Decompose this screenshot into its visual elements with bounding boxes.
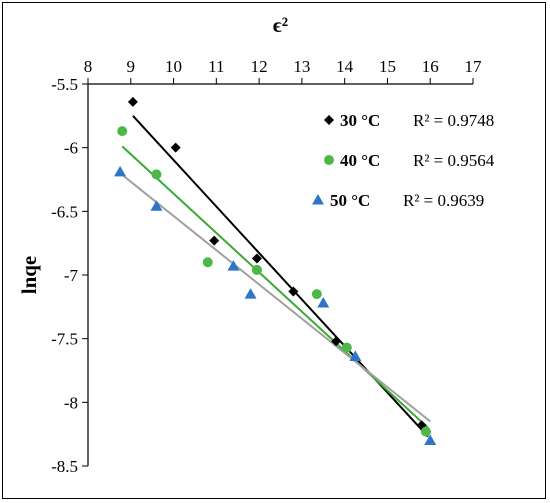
legend-r2-label: R² = 0.9748 [413, 111, 494, 130]
legend-marker-triangle [312, 194, 324, 205]
data-point-diamond [251, 253, 262, 264]
chart-frame [2, 2, 546, 499]
data-point-circle [251, 264, 262, 275]
data-point-triangle [349, 350, 362, 361]
legend-series-name: 50 °C [330, 191, 370, 210]
x-tick-label: 12 [251, 57, 268, 76]
data-point-circle [341, 342, 352, 353]
x-tick-label: 15 [379, 57, 396, 76]
trendlines [119, 115, 431, 438]
data-point-circle [202, 257, 213, 268]
data-point-circle [420, 426, 431, 437]
data-point-diamond [170, 142, 181, 153]
x-tick-label: 9 [127, 57, 136, 76]
data-point-triangle [424, 434, 437, 446]
x-tick-label: 13 [293, 57, 310, 76]
data-point-circle [311, 289, 322, 300]
x-axis-title: ϵ² [273, 13, 288, 37]
legend-series-name: 40 °C [340, 151, 380, 170]
axes: 8 9 10 11 12 13 14 15 16 17 -5.5 -6 -6.5 -7 -7.5 -8 -8.5 [51, 57, 482, 476]
legend-marker-circle [324, 155, 334, 165]
legend-marker-diamond [324, 115, 334, 125]
y-tick-label: -7.5 [51, 330, 78, 349]
trendline-diamond [132, 115, 429, 438]
x-tick-label: 11 [208, 57, 224, 76]
data-point-triangle [244, 288, 257, 299]
trendline-triangle [119, 172, 431, 423]
data-point-diamond [288, 286, 299, 297]
y-axis-title: lnqe [17, 256, 41, 295]
data-point-diamond [331, 336, 342, 347]
legend: 30 °C R² = 0.9748 40 °C R² = 0.9564 50 °C R² … [312, 111, 495, 210]
y-tick-label: -6.5 [51, 202, 78, 221]
data-points [114, 96, 437, 446]
data-point-circle [151, 169, 162, 180]
y-tick-label: -7 [64, 266, 79, 285]
y-tick-label: -8.5 [51, 457, 78, 476]
trendline-circle [121, 145, 429, 429]
legend-series-name: 30 °C [340, 111, 380, 130]
x-tick-label: 10 [165, 57, 182, 76]
data-point-triangle [114, 165, 127, 177]
data-point-triangle [150, 200, 163, 211]
data-point-diamond [209, 235, 220, 246]
x-tick-label: 16 [422, 57, 439, 76]
x-tick-label: 8 [84, 57, 93, 76]
legend-r2-label: R² = 0.9639 [403, 191, 484, 210]
data-point-triangle [227, 260, 240, 271]
data-point-diamond [127, 96, 138, 107]
y-tick-label: -5.5 [51, 75, 78, 94]
data-point-circle [117, 126, 128, 137]
y-tick-label: -8 [64, 393, 78, 412]
data-point-triangle [317, 297, 330, 308]
x-tick-label: 17 [465, 57, 483, 76]
x-tick-label: 14 [336, 57, 354, 76]
legend-r2-label: R² = 0.9564 [413, 151, 495, 170]
y-tick-label: -6 [64, 139, 78, 158]
